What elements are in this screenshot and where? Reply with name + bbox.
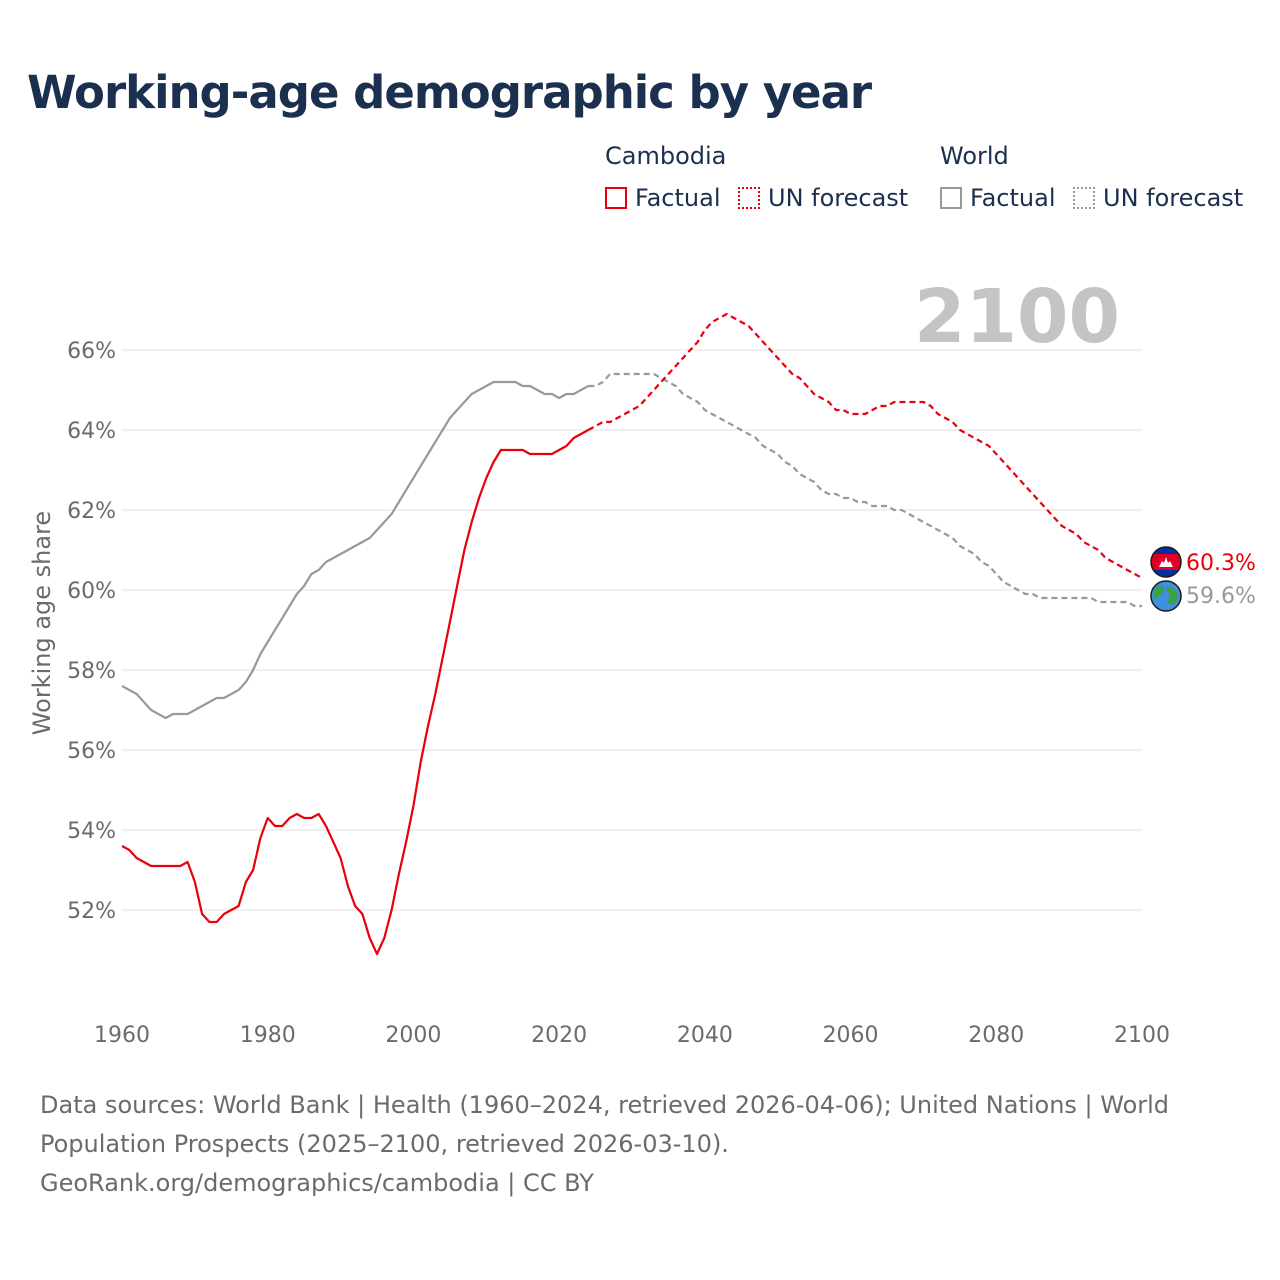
y-axis-ticks: 52% 54% 56% 58% 60% 62% 64% 66% bbox=[67, 339, 116, 924]
x-axis-ticks: 1960 1980 2000 2020 2040 2060 2080 2100 bbox=[94, 1023, 1170, 1048]
series-lines bbox=[121, 312, 1143, 956]
world-factual-line bbox=[121, 380, 589, 720]
grid-lines bbox=[122, 349, 1142, 911]
y-tick-label: 56% bbox=[67, 739, 116, 764]
footer-sources: Data sources: World Bank | Health (1960–… bbox=[40, 1091, 1170, 1158]
x-tick-label: 2100 bbox=[1114, 1023, 1170, 1048]
legend-swatch-solid-red bbox=[605, 187, 627, 209]
x-tick-label: 2060 bbox=[823, 1023, 879, 1048]
y-tick-label: 66% bbox=[67, 339, 116, 364]
year-watermark: 2100 bbox=[914, 274, 1120, 360]
legend-swatch-solid-grey bbox=[940, 187, 962, 209]
chart-title: Working-age demographic by year bbox=[27, 66, 872, 119]
cambodia-end-marker: 60.3% bbox=[1150, 546, 1256, 578]
y-tick-label: 54% bbox=[67, 819, 116, 844]
legend-world-title: World bbox=[940, 142, 1009, 170]
legend-swatch-dotted-grey bbox=[1073, 187, 1095, 209]
y-tick-label: 64% bbox=[67, 419, 116, 444]
legend-label: Factual bbox=[970, 184, 1056, 212]
world-end-label: 59.6% bbox=[1186, 584, 1256, 609]
globe-icon bbox=[1150, 580, 1182, 612]
cambodia-end-label: 60.3% bbox=[1186, 551, 1256, 576]
legend-cambodia-factual[interactable]: Factual bbox=[605, 184, 721, 212]
line-chart: 52% 54% 56% 58% 60% 62% 64% 66% 1960 1980 2000 202… bbox=[28, 274, 1256, 1048]
legend-label: UN forecast bbox=[1103, 184, 1244, 212]
footer: Data sources: World Bank | Health (1960–… bbox=[40, 1086, 1220, 1203]
legend-world-factual[interactable]: Factual bbox=[940, 184, 1056, 212]
x-tick-label: 1960 bbox=[94, 1023, 150, 1048]
x-tick-label: 2080 bbox=[968, 1023, 1024, 1048]
legend-cambodia-forecast[interactable]: UN forecast bbox=[738, 184, 908, 212]
x-tick-label: 2040 bbox=[677, 1023, 733, 1048]
x-tick-label: 2000 bbox=[385, 1023, 441, 1048]
legend-label: Factual bbox=[635, 184, 721, 212]
footer-credit: GeoRank.org/demographics/cambodia | CC B… bbox=[40, 1169, 594, 1197]
cambodia-factual-line bbox=[121, 429, 589, 956]
y-tick-label: 62% bbox=[67, 499, 116, 524]
legend-label: UN forecast bbox=[768, 184, 909, 212]
y-tick-label: 52% bbox=[67, 899, 116, 924]
x-tick-label: 1980 bbox=[240, 1023, 296, 1048]
y-tick-label: 58% bbox=[67, 659, 116, 684]
legend-world-forecast[interactable]: UN forecast bbox=[1073, 184, 1243, 212]
world-end-marker: 59.6% bbox=[1150, 580, 1256, 612]
legend-cambodia-title: Cambodia bbox=[605, 142, 727, 170]
world-forecast-line bbox=[588, 372, 1142, 608]
y-axis-label: Working age share bbox=[28, 511, 56, 735]
x-tick-label: 2020 bbox=[531, 1023, 587, 1048]
y-tick-label: 60% bbox=[67, 579, 116, 604]
legend-swatch-dotted-red bbox=[738, 187, 760, 209]
cambodia-flag-icon bbox=[1150, 546, 1182, 578]
cambodia-forecast-line bbox=[587, 312, 1143, 579]
